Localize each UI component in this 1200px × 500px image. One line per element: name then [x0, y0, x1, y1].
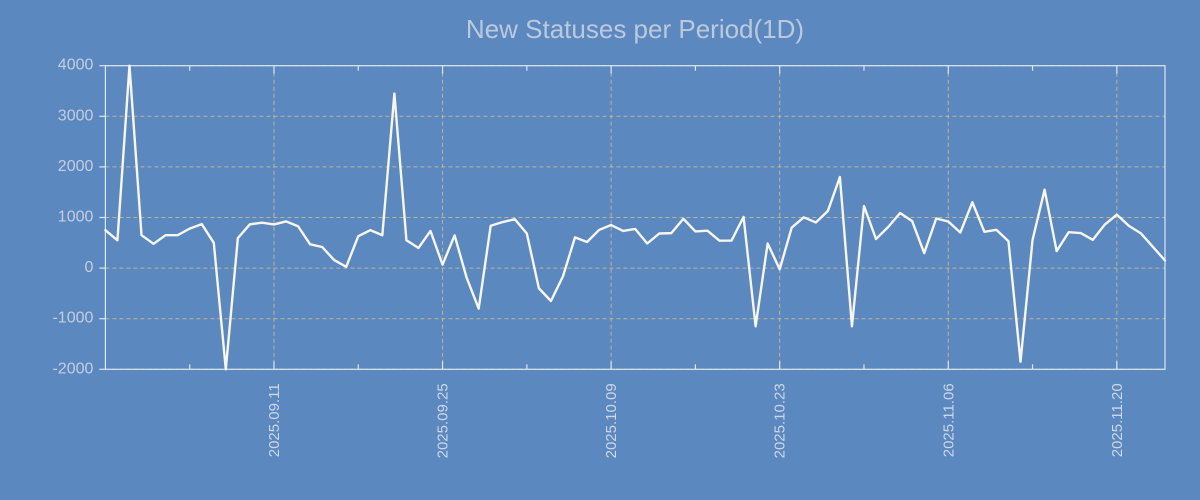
- svg-text:2025.10.23: 2025.10.23: [772, 383, 789, 458]
- svg-text:0: 0: [84, 259, 93, 276]
- svg-text:4000: 4000: [58, 57, 94, 74]
- svg-text:-2000: -2000: [52, 360, 93, 377]
- svg-text:2025.09.11: 2025.09.11: [266, 383, 283, 457]
- svg-text:2025.10.09: 2025.10.09: [603, 383, 620, 458]
- svg-text:1000: 1000: [58, 209, 94, 226]
- svg-text:2025.09.25: 2025.09.25: [435, 383, 452, 458]
- svg-text:2025.11.20: 2025.11.20: [1109, 383, 1126, 457]
- svg-text:2000: 2000: [58, 158, 94, 175]
- svg-text:2025.11.06: 2025.11.06: [940, 383, 957, 457]
- svg-text:-1000: -1000: [52, 310, 93, 327]
- svg-text:3000: 3000: [58, 107, 94, 124]
